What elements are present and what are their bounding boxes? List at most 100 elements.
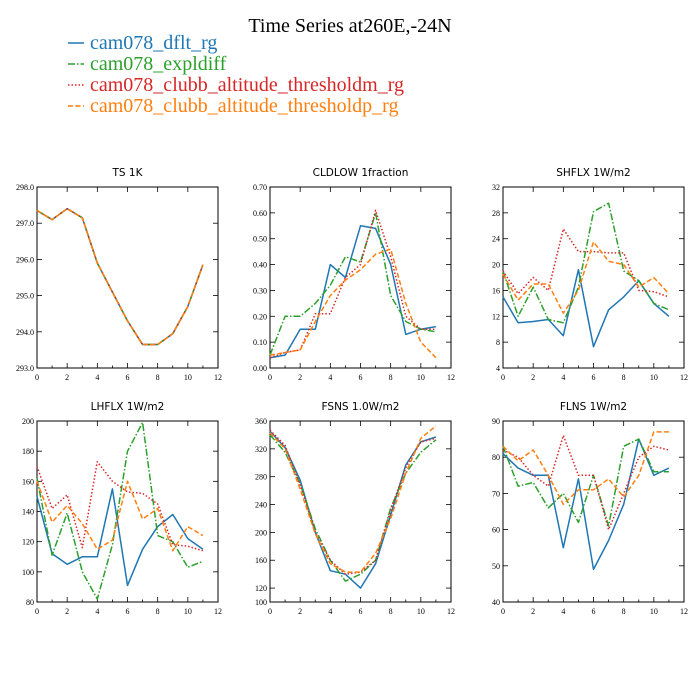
x-tick-label: 10 [417,373,425,382]
panel-lhflx: LHFLX 1W/m2 0 2 4 6 8 10 12 80 100 120 140 160 180 200 [22,401,222,616]
x-tick-label: 2 [298,607,302,616]
x-tick-label: 0 [35,607,39,616]
x-tick-label: 2 [531,607,535,616]
x-tick-label: 0 [501,373,505,382]
x-tick-label: 12 [214,607,222,616]
y-tick-label: 297.0 [16,219,34,228]
y-tick-label: 28 [492,209,500,218]
y-tick-label: 80 [492,453,500,462]
x-tick-label: 8 [389,607,393,616]
x-tick-label: 8 [389,373,393,382]
y-tick-label: 0.10 [253,338,267,347]
y-tick-label: 280 [255,473,267,482]
x-tick-label: 4 [561,373,565,382]
series-line-cam078_clubb_altitude_thresholdm_rg [36,207,204,346]
x-tick-label: 10 [650,373,658,382]
series-line-cam078_expldiff [502,202,670,324]
panel-ts: TS 1K 0 2 4 6 8 10 12 293.0 294.0 295.0 296.0 297.0 2… [16,167,222,382]
panel-title: FSNS 1.0W/m2 [322,401,400,413]
x-tick-label: 4 [328,607,332,616]
legend-label: cam078_dflt_rg [90,32,217,54]
figure-title: Time Series at260E,-24N [248,15,451,37]
y-tick-label: 0.60 [253,209,267,218]
x-tick-label: 6 [592,607,596,616]
x-tick-label: 12 [447,373,455,382]
series-line-cam078_clubb_altitude_thresholdp_rg [36,480,204,552]
y-tick-label: 0.30 [253,286,267,295]
legend-label: cam078_clubb_altitude_thresholdm_rg [90,74,404,96]
series-line-cam078_dflt_rg [269,225,437,359]
panels: TS 1K0 2 4 6 8 10 12293.0294.0295.0296.0297.02… [16,167,688,616]
series-line-cam078_clubb_altitude_thresholdp_rg [269,425,437,573]
panel-title: TS 1K [112,167,144,179]
x-tick-label: 6 [592,373,596,382]
y-tick-label: 16 [492,286,500,295]
y-tick-label: 360 [255,417,267,426]
y-tick-label: 180 [22,447,34,456]
panel-cldlow: CLDLOW 1fraction 0 2 4 6 8 10 12 0.00 0.10 0.20 0.3… [253,167,455,382]
series-line-cam078_clubb_altitude_thresholdm_rg [269,429,437,575]
y-tick-label: 0.50 [253,235,267,244]
series-line-cam078_expldiff [502,438,669,527]
panel-title: CLDLOW 1fraction [313,167,409,179]
x-tick-label: 6 [126,373,130,382]
y-tick-label: 8 [496,338,500,347]
panel-flns: FLNS 1W/m2 0 2 4 6 8 10 12 40 50 60 70 80 90 [492,401,688,616]
plot-frame [502,420,685,603]
x-tick-label: 0 [501,607,505,616]
y-tick-label: 160 [255,556,267,565]
x-tick-label: 12 [680,373,688,382]
y-tick-label: 4 [496,364,500,373]
y-tick-label: 294.0 [16,328,34,337]
series-line-cam078_clubb_altitude_thresholdp_rg [36,207,204,346]
y-tick-label: 50 [492,562,500,571]
plot-frame [269,186,452,369]
x-tick-label: 8 [156,607,160,616]
y-tick-label: 120 [22,538,34,547]
series-line-cam078_clubb_altitude_thresholdm_rg [36,460,204,552]
series-line-cam078_expldiff [269,212,437,356]
y-tick-label: 90 [492,417,500,426]
x-tick-label: 4 [95,373,99,382]
series-line-cam078_dflt_rg [502,268,670,348]
legend-label: cam078_clubb_altitude_thresholdp_rg [90,95,398,117]
y-tick-label: 298.0 [16,183,34,192]
y-tick-label: 60 [492,526,500,535]
legend-label: cam078_expldiff [90,53,227,75]
x-tick-label: 10 [650,607,658,616]
series-line-cam078_dflt_rg [502,438,670,571]
panel-fsns: FSNS 1.0W/m2 0 2 4 6 8 10 12 100 120 160 200 240 280 3… [255,401,455,616]
y-tick-label: 200 [22,417,34,426]
x-tick-label: 10 [184,607,192,616]
x-tick-label: 4 [328,373,332,382]
y-tick-label: 24 [492,235,500,244]
y-tick-label: 295.0 [16,292,34,301]
plot-frame [269,420,452,603]
panel-title: SHFLX 1W/m2 [556,167,631,179]
y-tick-label: 200 [255,528,267,537]
y-tick-label: 0.20 [253,312,267,321]
x-tick-label: 0 [268,373,272,382]
x-tick-label: 8 [156,373,160,382]
legend: cam078_dflt_rgcam078_expldiffcam078_club… [68,32,404,117]
y-tick-label: 120 [255,584,267,593]
x-tick-label: 2 [65,373,69,382]
y-tick-label: 160 [22,477,34,486]
x-tick-label: 12 [680,607,688,616]
y-tick-label: 12 [492,312,500,321]
x-tick-label: 4 [95,607,99,616]
series-line-cam078_clubb_altitude_thresholdp_rg [269,248,437,359]
x-tick-label: 12 [447,607,455,616]
x-tick-label: 0 [268,607,272,616]
series-line-cam078_clubb_altitude_thresholdp_rg [502,431,669,506]
x-tick-label: 4 [561,607,565,616]
y-tick-label: 320 [255,445,267,454]
plot-frame [36,186,219,369]
y-tick-label: 100 [22,568,34,577]
x-tick-label: 8 [622,607,626,616]
plot-frame [502,186,685,369]
x-tick-label: 6 [359,373,363,382]
x-tick-label: 10 [417,607,425,616]
